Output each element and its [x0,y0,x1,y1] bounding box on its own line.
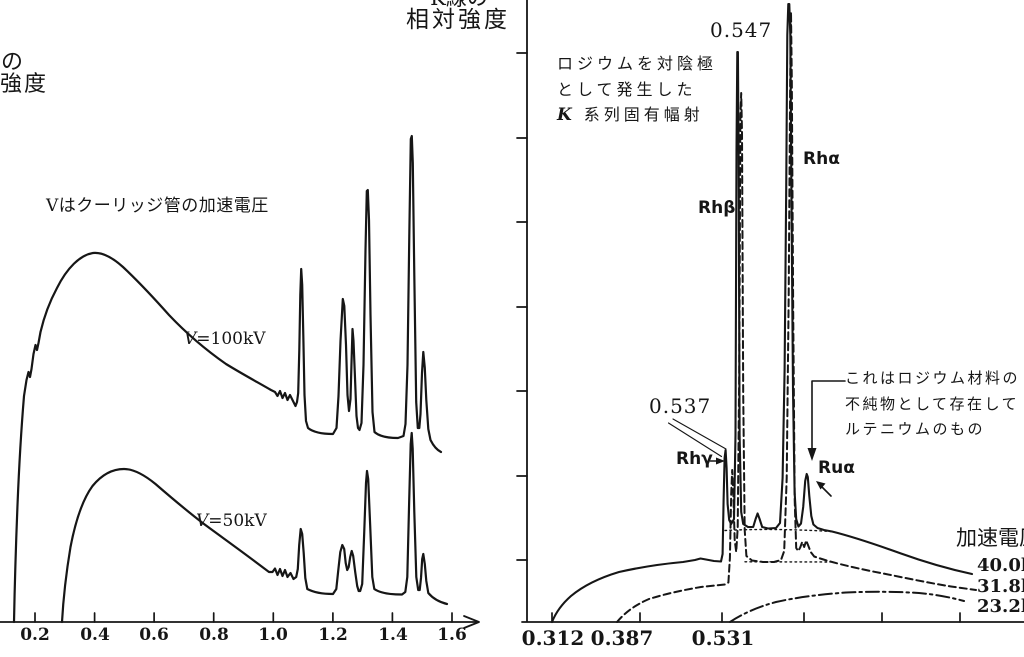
legend-entry-23-2kv: 23.2kV [977,596,1024,617]
source-note-line3-text: 系列固有幅射 [583,105,704,124]
source-note-line3: K 系列固有幅射 [557,105,704,126]
rh-gamma-arrowhead-icon [716,457,725,465]
impurity-note-line1: これはロジウム材料の [845,369,1021,387]
left-x-axis-ticks [34,612,453,623]
ru-alpha-arrowhead-icon [816,481,826,490]
left-x-tick-label: 1.6 [437,625,467,645]
left-x-tick-label: 1.2 [318,625,348,645]
left-x-tick-label: 0.8 [199,625,229,645]
curve-v100kv [12,134,443,624]
right-y-axis-label-line1: K線の [430,0,488,10]
wavelength-label-0547: 0.547 [710,18,773,42]
peak-label-rh-alpha: Rhα [803,149,840,169]
curve-31-8kv-dashed [616,11,977,623]
source-note-line1: ロジウムを対陰極 [557,54,718,73]
peak-label-ru-alpha: Ruα [818,458,855,478]
v50-value: =50kV [208,511,267,531]
curve-40kv-solid [550,2,974,624]
left-x-tick-label: 0.2 [20,625,50,645]
v50-variable: V [196,511,209,531]
peak-label-rh-beta: Rhβ [698,198,736,218]
wavelength-label-0537: 0.537 [649,394,712,418]
right-x-label-0312: 0.312 [521,626,585,650]
peak-label-rh-gamma: Rhγ [676,449,713,469]
right-axes [521,0,1024,623]
source-note-line2: として発生した [557,80,697,99]
impurity-note-line2: 不純物として存在して [845,395,1020,413]
left-x-tick-label: 0.4 [80,625,110,645]
curve-label-v100kv: V=100kV [184,329,266,350]
impurity-arrowhead-icon [807,448,817,461]
ru-alpha-arrow [821,486,832,497]
right-y-axis-ticks [516,52,528,561]
left-x-axis-arrow-icon [463,615,480,629]
right-x-label-0387: 0.387 [590,626,654,650]
legend-entry-40kv: 40.0kV [977,555,1024,576]
left-y-axis-label-line1: の [1,50,24,75]
left-y-axis-label-line2: 強度 [0,72,49,97]
curve-v50kv [60,431,449,624]
legend-entry-31-8kv: 31.8kV [977,576,1024,597]
left-x-tick-label: 1.0 [258,625,288,645]
curve-label-v50kv: V=50kV [196,511,267,532]
dotted-continuum-underlays [724,528,832,563]
v100-variable: V [184,329,197,349]
right-x-axis-ticks [551,612,961,623]
leader-lines-0537 [667,418,727,458]
right-y-axis-label-line2: 相対強度 [406,7,510,33]
source-note-k-symbol: K [557,105,576,125]
right-x-label-0531: 0.531 [691,626,755,650]
curve-23-2kv-dashdot [729,590,965,623]
left-x-tick-label: 0.6 [139,625,169,645]
left-x-tick-label: 1.4 [378,625,408,645]
impurity-leader-bracket [811,380,846,450]
left-chart-caption: Vはクーリッジ管の加速電圧 [46,196,269,216]
v100-value: =100kV [196,329,266,349]
legend-title-acceleration-voltage: 加速電圧 [956,526,1024,550]
impurity-note-line3: ルテニウムのもの [845,420,986,438]
